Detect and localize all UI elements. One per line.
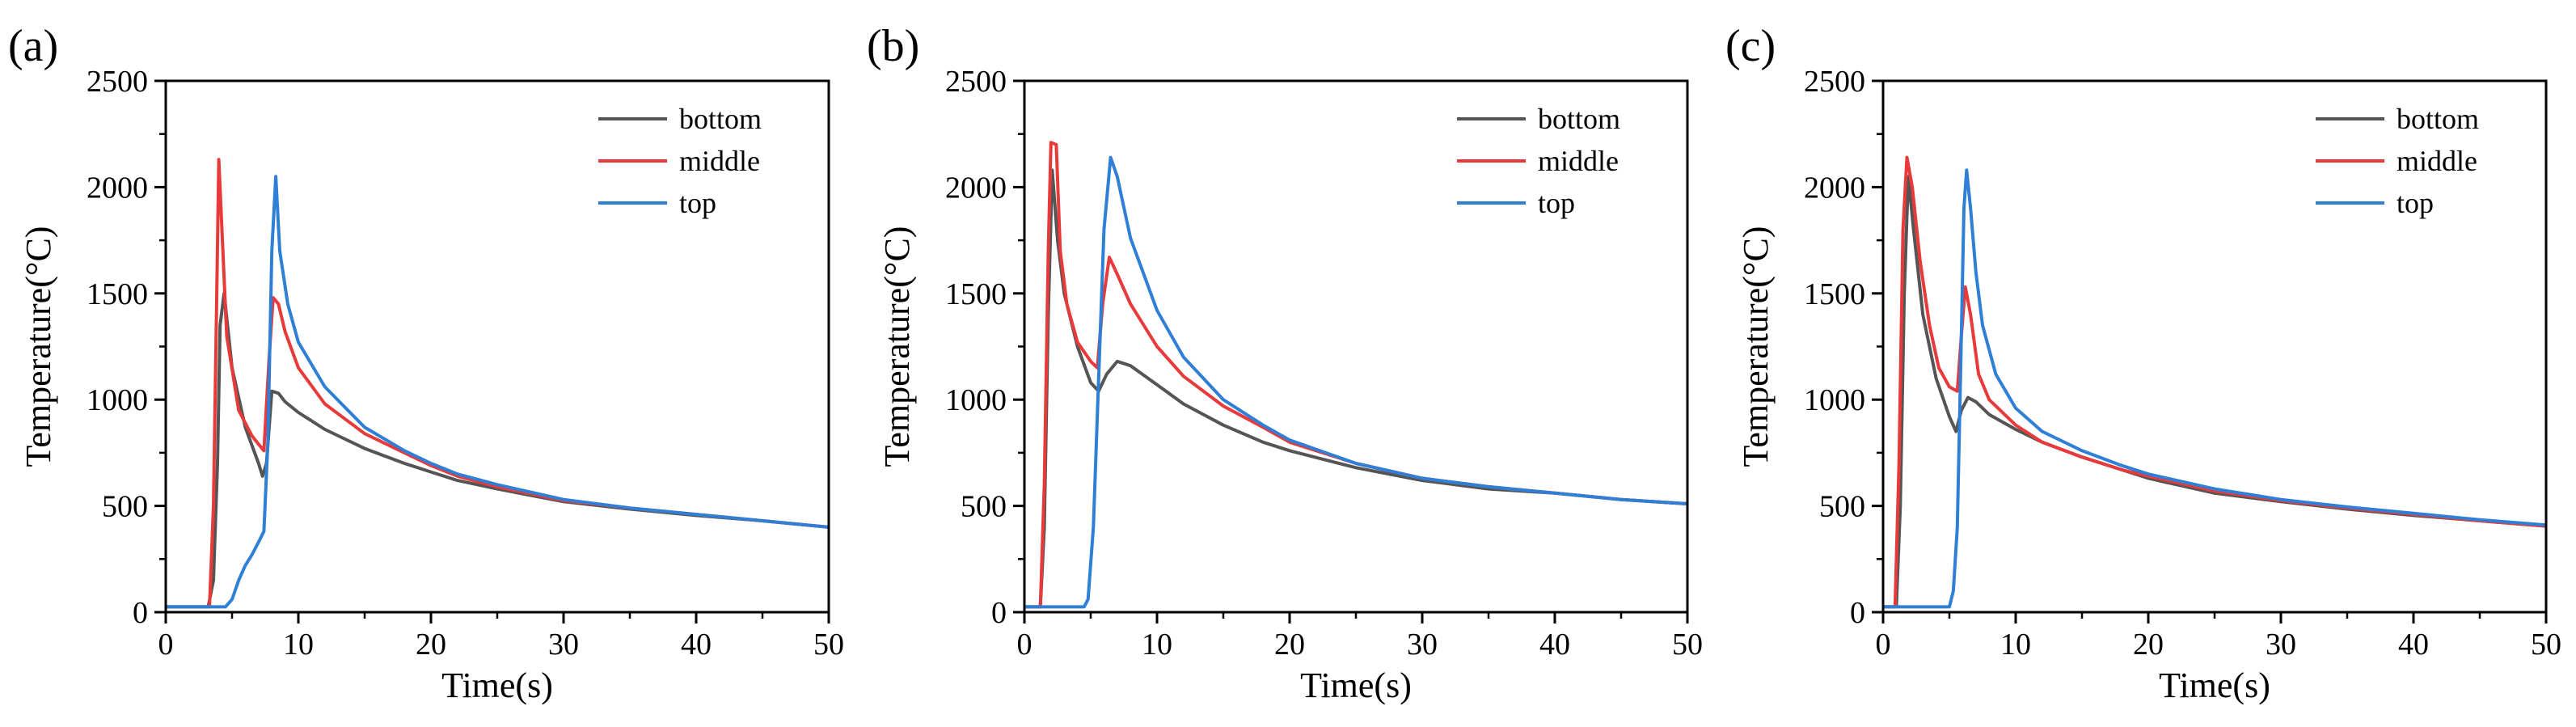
legend-label-middle: middle [679, 145, 760, 177]
y-tick-label: 500 [102, 490, 148, 524]
chart-panel-a: (a)0 10 20 30 40 5005001000150020002500Time(s… [8, 21, 844, 705]
x-tick-label: 40 [2398, 628, 2429, 661]
y-tick-label: 2000 [945, 171, 1007, 205]
x-tick-label: 10 [1142, 628, 1172, 661]
y-tick-label: 0 [1850, 596, 1865, 630]
x-tick-label: 20 [416, 628, 446, 661]
y-axis-title: Temperature(°C) [19, 226, 58, 467]
y-tick-label: 0 [133, 596, 148, 630]
series-line-bottom [1883, 175, 2546, 609]
y-tick-label: 2500 [87, 65, 148, 99]
legend-label-bottom: bottom [1538, 103, 1620, 135]
x-axis-title: Time(s) [1300, 666, 1412, 705]
panel-label: (b) [867, 21, 919, 71]
y-tick-label: 1500 [87, 277, 148, 311]
x-axis-title: Time(s) [2159, 666, 2270, 705]
series-line-top [166, 175, 829, 609]
y-tick-label: 1000 [87, 383, 148, 417]
y-tick-label: 2000 [87, 171, 148, 205]
legend-label-bottom: bottom [679, 103, 762, 135]
y-tick-label: 2000 [1804, 171, 1865, 205]
y-tick-label: 1500 [1804, 277, 1865, 311]
x-tick-label: 0 [1017, 628, 1033, 661]
x-tick-label: 50 [1672, 628, 1703, 661]
y-tick-label: 1500 [945, 277, 1007, 311]
x-tick-label: 10 [283, 628, 314, 661]
legend-label-top: top [679, 187, 716, 219]
series-line-top [1883, 168, 2546, 609]
x-tick-label: 30 [1407, 628, 1438, 661]
y-axis-title: Temperature(°C) [877, 226, 917, 467]
x-tick-label: 0 [1876, 628, 1891, 661]
panel-label: (c) [1725, 21, 1776, 71]
y-tick-label: 0 [991, 596, 1007, 630]
x-tick-label: 50 [813, 628, 844, 661]
x-axis-title: Time(s) [441, 666, 553, 705]
chart-panel-b: (b)0 10 20 30 40 5005001000150020002500Time(s… [867, 21, 1703, 705]
x-tick-label: 50 [2531, 628, 2561, 661]
x-tick-label: 40 [1539, 628, 1570, 661]
panel-label: (a) [8, 21, 58, 71]
y-tick-label: 1000 [1804, 383, 1865, 417]
chart-panel-c: (c)0 10 20 30 40 5005001000150020002500Time(s… [1725, 21, 2561, 705]
legend-label-bottom: bottom [2397, 103, 2479, 135]
series-line-middle [1883, 155, 2546, 609]
legend-label-top: top [2397, 187, 2434, 219]
series-line-bottom [1024, 168, 1687, 609]
x-tick-label: 0 [158, 628, 174, 661]
y-tick-label: 500 [1819, 490, 1865, 524]
legend-label-middle: middle [1538, 145, 1619, 177]
x-tick-label: 40 [681, 628, 712, 661]
series-line-middle [166, 158, 829, 609]
x-tick-label: 30 [2266, 628, 2296, 661]
y-tick-label: 1000 [945, 383, 1007, 417]
x-tick-label: 30 [548, 628, 579, 661]
y-tick-label: 500 [961, 490, 1007, 524]
x-tick-label: 10 [2000, 628, 2031, 661]
legend-label-top: top [1538, 187, 1575, 219]
y-tick-label: 2500 [945, 65, 1007, 99]
x-tick-label: 20 [1274, 628, 1305, 661]
series-line-top [1024, 155, 1687, 609]
legend-label-middle: middle [2397, 145, 2477, 177]
y-axis-title: Temperature(°C) [1736, 226, 1776, 467]
y-tick-label: 2500 [1804, 65, 1865, 99]
x-tick-label: 20 [2133, 628, 2164, 661]
